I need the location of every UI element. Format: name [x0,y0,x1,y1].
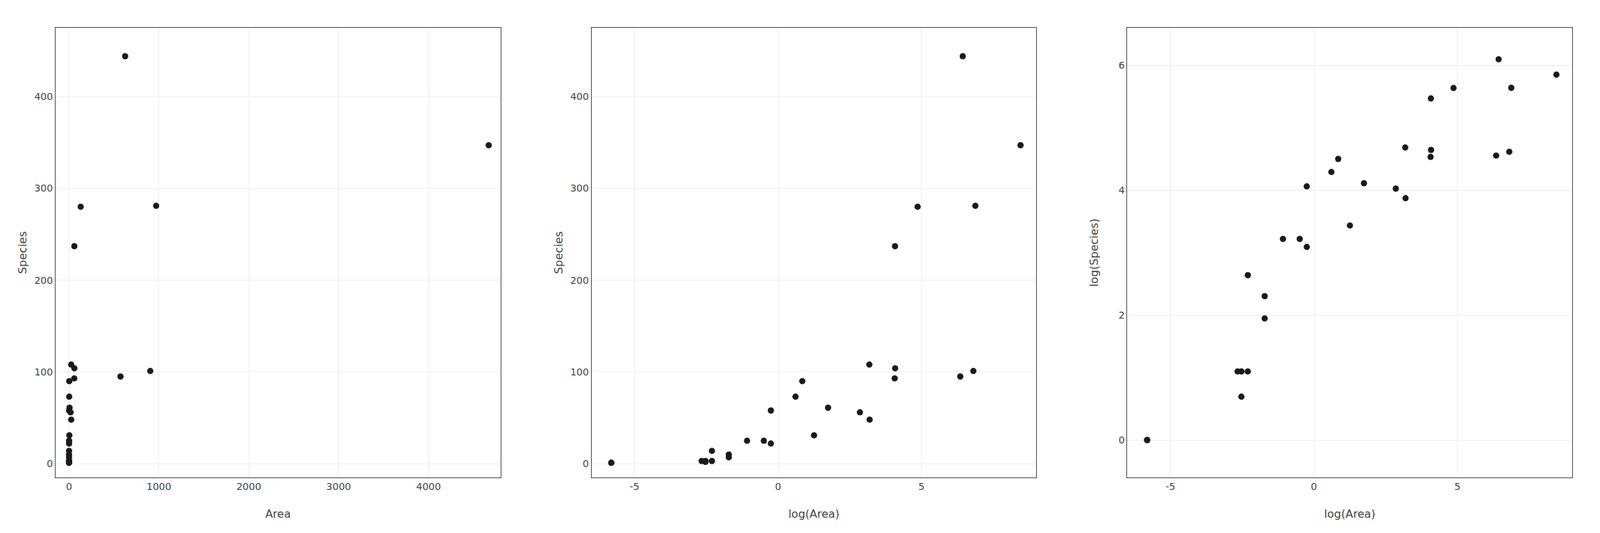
svg-text:2: 2 [1118,309,1125,321]
svg-text:-5: -5 [629,481,640,493]
svg-text:300: 300 [34,182,53,194]
svg-text:200: 200 [34,275,53,287]
svg-text:log(Area): log(Area) [788,507,840,521]
svg-text:log(Species): log(Species) [1087,218,1101,287]
svg-text:400: 400 [570,90,589,103]
svg-text:0: 0 [46,458,53,470]
svg-text:5: 5 [1454,481,1461,493]
svg-text:0: 0 [1118,434,1125,446]
svg-text:Species: Species [552,231,566,275]
svg-text:200: 200 [570,275,589,287]
svg-text:-5: -5 [1165,481,1175,493]
svg-text:1000: 1000 [146,481,172,493]
svg-text:3000: 3000 [326,481,352,493]
svg-text:0: 0 [582,458,589,470]
svg-text:Area: Area [265,507,291,521]
svg-text:6: 6 [1118,59,1125,71]
svg-text:Species: Species [15,231,30,275]
svg-text:100: 100 [570,366,589,378]
svg-text:300: 300 [570,182,589,194]
svg-text:0: 0 [65,481,73,493]
svg-text:2000: 2000 [236,481,262,493]
svg-text:log(Area): log(Area) [1324,507,1376,521]
svg-text:4000: 4000 [415,481,441,493]
svg-text:4: 4 [1118,184,1125,196]
svg-text:5: 5 [918,481,925,493]
svg-text:0: 0 [775,481,782,493]
svg-text:100: 100 [34,366,53,378]
svg-text:0: 0 [1311,481,1318,493]
svg-text:400: 400 [34,90,53,103]
